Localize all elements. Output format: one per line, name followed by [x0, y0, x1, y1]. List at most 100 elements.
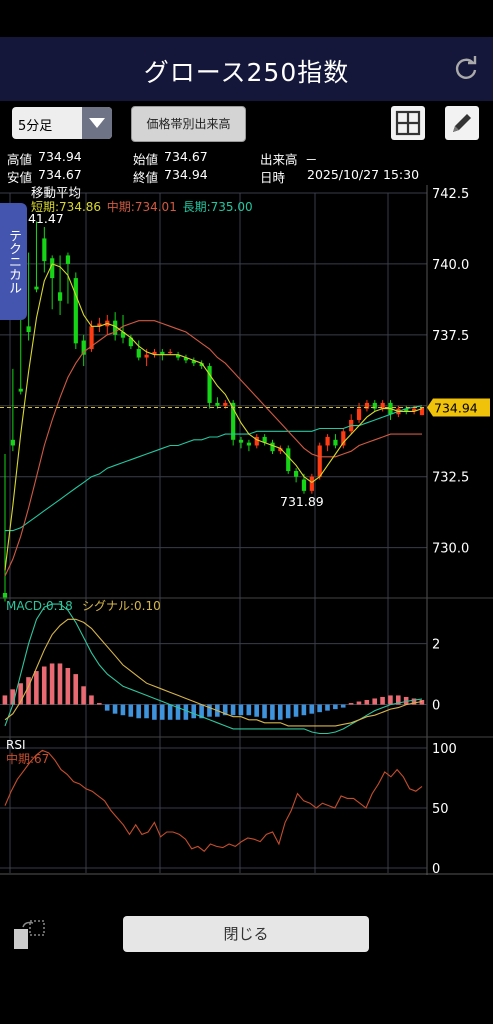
macd-tick-label: 0	[432, 699, 440, 714]
high-annotation: 741.47	[20, 211, 64, 226]
ma-legend-2: 長期:735.00	[183, 200, 253, 214]
high-label: 高値	[7, 152, 33, 167]
macd-histogram-bar	[89, 695, 94, 705]
macd-histogram-bar	[128, 704, 134, 717]
chart-area[interactable]: 742.5740.0737.5735.0732.5730.0734.94741.…	[0, 185, 493, 875]
macd-histogram-bar	[49, 663, 55, 705]
ma-mid-line	[4, 320, 422, 577]
candle-body	[144, 354, 149, 358]
draw-button[interactable]	[445, 106, 479, 140]
candle-body	[246, 442, 252, 446]
candle-body	[294, 471, 299, 477]
low-label: 安値	[7, 170, 33, 185]
macd-histogram-bar	[41, 666, 47, 705]
close-button[interactable]: 閉じる	[123, 916, 369, 952]
ma-short-line	[4, 263, 423, 571]
macd-histogram-bar	[325, 704, 330, 711]
y-tick-label: 742.5	[432, 187, 469, 202]
candle-body	[215, 402, 220, 406]
candle-body	[380, 402, 385, 409]
status-bar	[0, 0, 493, 37]
interval-label: 5分足	[18, 119, 53, 134]
candle-body	[333, 439, 338, 446]
candle-body	[128, 337, 133, 347]
macd-histogram-bar	[238, 704, 244, 716]
macd-line	[4, 603, 423, 735]
close-value: 734.94	[164, 167, 208, 182]
grid-layout-button[interactable]	[391, 106, 425, 140]
candle-body	[223, 402, 228, 406]
macd-histogram-bar	[81, 686, 86, 705]
macd-histogram-bar	[333, 704, 338, 710]
rsi-tick-label: 50	[432, 802, 449, 817]
candle-body	[419, 407, 425, 416]
ma-title: 移動平均	[31, 185, 81, 200]
macd-histogram-bar	[285, 704, 291, 719]
candle-body	[317, 445, 322, 477]
macd-tick-label: 2	[432, 638, 440, 653]
macd-histogram-bar	[199, 704, 204, 719]
macd-histogram-bar	[395, 695, 401, 705]
macd-histogram-bar	[112, 704, 118, 714]
y-tick-label: 730.0	[432, 542, 469, 557]
macd-histogram-bar	[340, 704, 346, 708]
candle-body	[278, 448, 283, 452]
start-value: 734.67	[164, 149, 208, 164]
volume-profile-button[interactable]: 価格帯別出来高	[131, 106, 246, 142]
candle-body	[65, 255, 71, 264]
macd-histogram-bar	[10, 689, 16, 705]
low-value: 734.67	[38, 167, 82, 182]
header-bar: グロース250指数	[0, 37, 493, 101]
macd-histogram-bar	[270, 704, 275, 720]
interval-select[interactable]: 5分足	[12, 107, 112, 139]
signal-legend: シグナル:0.10	[82, 599, 161, 613]
macd-histogram-bar	[230, 704, 236, 716]
candle-body	[372, 402, 377, 409]
candle-body	[270, 442, 275, 452]
macd-histogram-bar	[317, 704, 322, 713]
candle-body	[286, 448, 291, 472]
candle-body	[175, 354, 181, 358]
macd-histogram-bar	[34, 671, 39, 705]
candle-body	[81, 340, 86, 355]
macd-histogram-bar	[120, 704, 126, 716]
low-annotation: 731.89	[280, 494, 324, 509]
candle-body	[325, 436, 330, 446]
candle-body	[113, 320, 118, 335]
close-label: 終値	[133, 170, 159, 185]
macd-histogram-bar	[73, 674, 79, 705]
refresh-icon[interactable]	[453, 56, 479, 82]
volume-label: 出来高	[260, 152, 298, 167]
macd-histogram-bar	[136, 704, 141, 719]
macd-legend: MACD:0.18	[6, 599, 73, 613]
candle-body	[199, 363, 204, 367]
macd-histogram-bar	[65, 668, 71, 705]
candle-body	[356, 408, 362, 420]
candle-body	[26, 326, 31, 333]
candle-body	[262, 436, 267, 443]
signal-line	[4, 618, 423, 727]
macd-histogram-bar	[364, 699, 370, 705]
y-tick-label: 737.5	[432, 329, 469, 344]
candle-body	[120, 332, 126, 338]
candle-body	[238, 439, 244, 443]
macd-histogram-bar	[152, 704, 157, 720]
current-price-tag	[427, 398, 490, 417]
rsi-legend: 中期:67	[6, 751, 49, 766]
candle-body	[97, 323, 102, 327]
macd-histogram-bar	[388, 695, 393, 705]
date-label: 日時	[260, 170, 286, 185]
macd-histogram-bar	[301, 704, 307, 716]
technical-tab[interactable]: テクニカル	[0, 203, 27, 320]
rotate-icon[interactable]	[11, 917, 47, 953]
macd-histogram-bar	[411, 698, 417, 705]
candle-body	[412, 408, 417, 412]
macd-histogram-bar	[191, 704, 197, 719]
candle-body	[57, 292, 63, 301]
y-tick-label: 740.0	[432, 258, 469, 273]
macd-histogram-bar	[57, 663, 63, 705]
candle-body	[309, 476, 314, 491]
candle-body	[136, 349, 141, 358]
macd-histogram-bar	[18, 683, 23, 705]
candle-body	[89, 326, 94, 350]
